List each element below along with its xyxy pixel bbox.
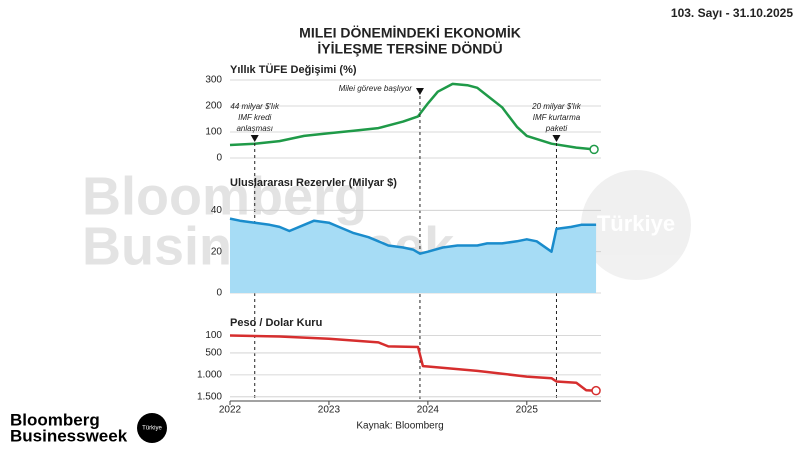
annotation-text: 44 milyar $'lık [230,102,280,111]
y-tick-label: 20 [211,246,223,257]
issue: 103. Sayı - 31.10.2025 [671,6,793,20]
annotation-text: Milei göreve başlıyor [339,84,413,93]
line [229,82,595,151]
y-tick-label: 200 [205,101,222,112]
annotation-text: 20 milyar $'lık [531,102,582,111]
title: MILEI DÖNEMİNDEKİ EKONOMİK [299,25,521,41]
panel-title: Peso / Dolar Kuru [230,317,322,329]
y-tick-label: 0 [216,153,222,164]
watermark-badge [581,170,691,280]
source: Kaynak: Bloomberg [356,421,443,432]
logo-badge [137,413,167,443]
logo-text: Bloomberg [10,410,100,429]
y-tick-label: 40 [211,205,223,216]
line [229,334,597,392]
y-tick-label: 300 [205,75,222,86]
area [230,218,597,293]
panel-title: Yıllık TÜFE Değişimi (%) [230,63,357,76]
annotation-text: paketi [545,124,568,133]
x-tick-label: 2024 [417,405,440,416]
y-tick-label: 100 [205,127,222,138]
line [229,217,597,255]
x-tick-label: 2022 [219,405,242,416]
annotation-text: IMF kurtarma [533,113,581,122]
y-tick-label: 1.000 [197,370,222,381]
annotation-arrow [415,88,424,95]
panel-title: Uluslararası Rezervler (Milyar $) [230,177,397,189]
watermark-text: Bloomberg [82,166,367,226]
x-tick-label: 2023 [318,405,341,416]
y-tick-label: 1.500 [197,391,222,402]
annotation-arrow [250,135,259,142]
logo: Bloomberg Businessweek Türkiye [10,410,167,445]
logo-text: Businessweek [10,426,128,445]
annotation-arrow [552,135,561,142]
end-marker [589,144,599,155]
y-tick-label: 0 [216,288,222,299]
annotation-text: IMF kredi [238,113,271,122]
logo-badge-text: Türkiye [142,426,162,432]
annotation-text: anlaşması [236,124,272,133]
title: İYİLEŞME TERSİNE DÖNDÜ [317,41,502,57]
y-tick-label: 100 [205,330,222,341]
end-marker [591,385,601,396]
watermark-badge-text: Türkiye [597,211,675,236]
x-tick-label: 2025 [516,405,539,416]
y-tick-label: 500 [205,348,222,359]
